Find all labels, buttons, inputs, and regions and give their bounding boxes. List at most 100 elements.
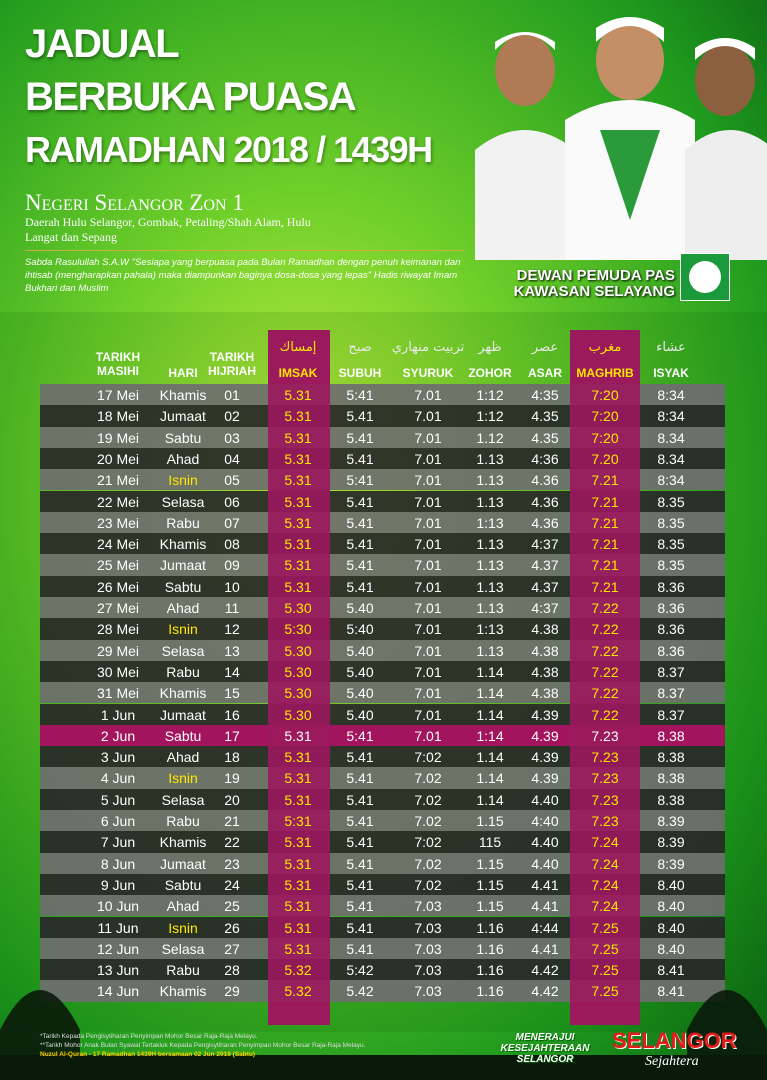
table-cell: 7.22 xyxy=(591,663,619,680)
table-cell: 08 xyxy=(224,536,240,553)
table-cell: 7.23 xyxy=(591,770,619,787)
table-cell: 1.16 xyxy=(476,919,504,936)
table-cell: 7.01 xyxy=(414,621,442,638)
title-line: RAMADHAN 2018 / 1439H xyxy=(25,129,433,170)
table-cell: Rabu xyxy=(166,962,200,979)
table-cell: 24 xyxy=(224,876,240,893)
table-cell: 8.36 xyxy=(657,578,685,595)
table-row xyxy=(40,980,725,1002)
table-cell: Khamis xyxy=(159,536,207,553)
divider xyxy=(25,250,465,251)
table-cell: 7.01 xyxy=(414,536,442,553)
table-cell: 1.13 xyxy=(476,493,504,510)
table-cell: 7:02 xyxy=(414,749,442,766)
table-cell: 4.38 xyxy=(531,663,559,680)
table-cell: 4.38 xyxy=(531,642,559,659)
table-cell: Isnin xyxy=(168,621,198,638)
table-cell: 5.31 xyxy=(284,387,312,403)
table-cell: 5.41 xyxy=(346,429,374,446)
table-cell: 30 Mei xyxy=(96,663,140,680)
table-cell: 5.31 xyxy=(284,940,312,957)
table-cell: 8.35 xyxy=(657,514,685,531)
arabic-header: مغرب xyxy=(588,340,622,355)
table-cell: 03 xyxy=(224,429,240,446)
table-cell: 02 xyxy=(224,408,240,425)
table-cell: 8.40 xyxy=(657,876,685,893)
table-cell: 8.40 xyxy=(657,898,685,915)
table-cell: 22 Mei xyxy=(96,493,140,510)
table-row xyxy=(40,660,725,683)
table-cell: 4:37 xyxy=(531,600,559,616)
table-row xyxy=(40,384,725,406)
table-cell: 1.13 xyxy=(476,642,504,659)
table-cell: 20 Mei xyxy=(96,450,140,467)
table-cell: 8.35 xyxy=(657,557,685,574)
imsak-strip xyxy=(268,384,330,1002)
column-header: SYURUK xyxy=(402,366,454,380)
column-header: ISYAK xyxy=(653,366,689,380)
table-cell: 7.01 xyxy=(414,642,442,659)
table-cell: 5.41 xyxy=(346,834,374,851)
table-cell: 8.35 xyxy=(657,493,685,510)
table-cell: 5.31 xyxy=(284,450,312,467)
table-cell: 7.25 xyxy=(591,983,619,1000)
table-cell: 5.31 xyxy=(284,408,312,425)
table-cell: 1:12 xyxy=(476,387,504,403)
table-cell: Ahad xyxy=(166,749,200,766)
table-cell: Sabtu xyxy=(164,578,202,595)
table-cell: 5.41 xyxy=(346,770,374,787)
pas-logo xyxy=(680,253,730,301)
districts: Daerah Hulu Selangor, Gombak, Petaling/S… xyxy=(25,215,311,244)
table-cell: 5.30 xyxy=(284,642,312,659)
slogan: MENERAJUI KESEJAHTERAAN SELANGOR xyxy=(490,1032,600,1065)
table-cell: 7.25 xyxy=(591,919,619,936)
table-cell: 7.02 xyxy=(414,813,442,829)
table-cell: 4:37 xyxy=(531,536,559,553)
table-cell: 5.31 xyxy=(284,791,312,808)
column-header: HARI xyxy=(168,366,198,380)
column-header: ZOHOR xyxy=(468,366,512,380)
table-cell: Khamis xyxy=(159,685,207,702)
table-cell: 1.12 xyxy=(476,429,504,446)
table-cell: 1 Jun xyxy=(100,706,136,723)
table-cell: 8.34 xyxy=(657,429,685,446)
table-row xyxy=(40,554,725,576)
table-cell: 8.40 xyxy=(657,919,685,936)
table-cell: 4.35 xyxy=(531,429,559,446)
table-cell: 7.02 xyxy=(414,876,442,893)
table-cell: 20 xyxy=(224,791,240,808)
table-cell: 7.01 xyxy=(414,472,442,489)
table-cell: 8.38 xyxy=(657,791,685,808)
table-cell: 4.39 xyxy=(531,706,559,723)
table-cell: 7.01 xyxy=(414,663,442,680)
table-cell: 7.25 xyxy=(591,962,619,979)
table-cell: 1.15 xyxy=(476,876,504,893)
table-cell: 5.30 xyxy=(284,685,312,702)
table-cell: 8.36 xyxy=(657,621,685,638)
organiser: DEWAN PEMUDA PAS KAWASAN SELAYANG xyxy=(505,268,675,300)
table-cell: 1.16 xyxy=(476,940,504,957)
table-cell: 7.03 xyxy=(414,940,442,957)
table-cell: 5.31 xyxy=(284,834,312,851)
table-cell: 5.41 xyxy=(346,578,374,595)
table-cell: 12 xyxy=(224,621,240,638)
table-cell: 5:41 xyxy=(346,472,374,489)
table-cell: 1.14 xyxy=(476,770,504,787)
table-cell: 8.36 xyxy=(657,642,685,659)
table-cell: 7.01 xyxy=(414,727,442,744)
table-cell: 4.39 xyxy=(531,749,559,766)
table-cell: 5.31 xyxy=(284,749,312,766)
table-cell: 23 xyxy=(224,855,240,872)
table-cell: 8.37 xyxy=(657,663,685,680)
table-cell: 5.31 xyxy=(284,770,312,787)
table-cell: 4.36 xyxy=(531,514,559,531)
table-cell: 5.31 xyxy=(284,514,312,531)
table-cell: 4.41 xyxy=(531,940,559,957)
table-cell: 7.21 xyxy=(591,472,619,489)
table-cell: 5.41 xyxy=(346,898,374,915)
table-row xyxy=(40,767,725,789)
title-line: JADUAL xyxy=(25,22,180,66)
table-cell: 1:13 xyxy=(476,621,504,638)
table-cell: 01 xyxy=(224,387,240,403)
table-cell: 7.25 xyxy=(591,940,619,957)
